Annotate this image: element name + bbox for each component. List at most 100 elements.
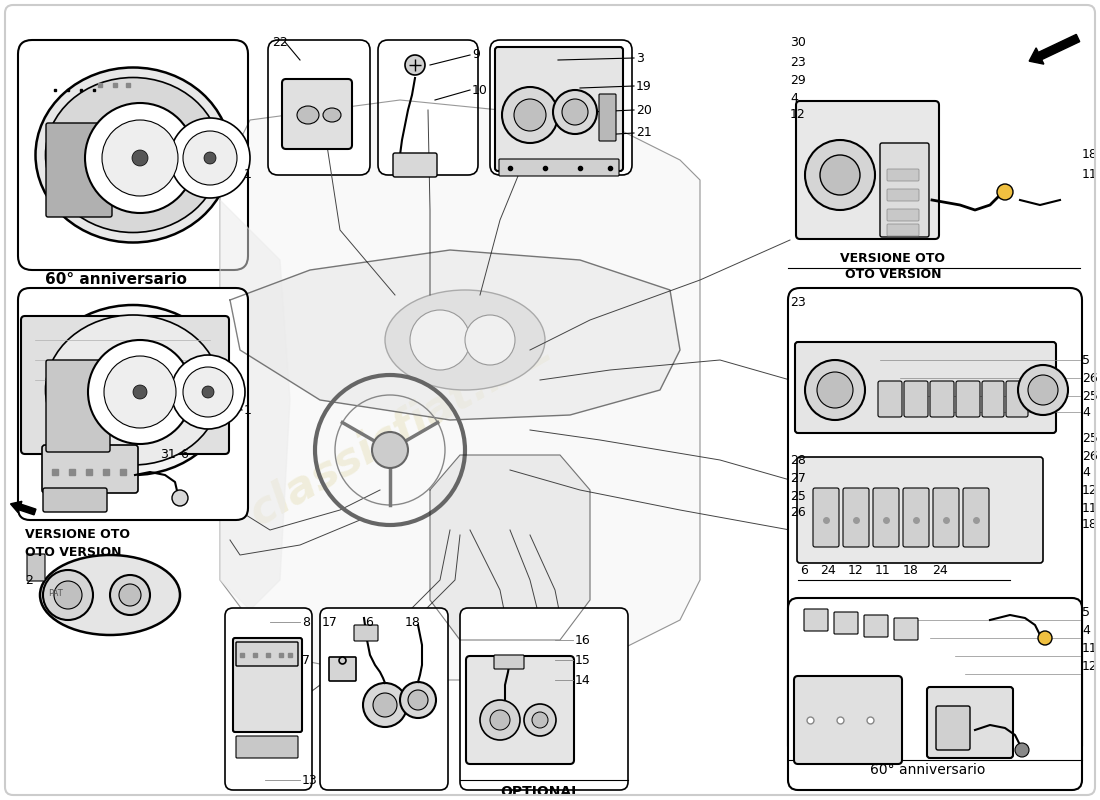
FancyBboxPatch shape [393,153,437,177]
FancyBboxPatch shape [43,488,107,512]
FancyBboxPatch shape [28,554,45,581]
Text: 4: 4 [1082,466,1090,478]
Circle shape [514,99,546,131]
Text: 2: 2 [25,574,33,586]
Circle shape [405,55,425,75]
Text: 25: 25 [790,490,806,502]
Text: 1: 1 [244,403,252,417]
Circle shape [490,710,510,730]
FancyBboxPatch shape [600,94,616,141]
Circle shape [1038,631,1052,645]
Ellipse shape [45,78,220,233]
Text: 18: 18 [1082,149,1098,162]
Text: 18: 18 [1082,518,1098,531]
Circle shape [54,581,82,609]
FancyBboxPatch shape [904,381,928,417]
Text: 28: 28 [790,454,806,466]
Ellipse shape [40,555,180,635]
FancyBboxPatch shape [320,608,448,790]
FancyBboxPatch shape [460,608,628,790]
Circle shape [43,570,94,620]
Text: 1: 1 [244,169,252,182]
FancyBboxPatch shape [788,288,1082,758]
Text: 5: 5 [1082,354,1090,366]
Text: 25: 25 [1082,431,1098,445]
FancyBboxPatch shape [329,657,356,681]
Circle shape [85,103,195,213]
Polygon shape [220,200,290,610]
Circle shape [133,385,147,399]
Text: 26: 26 [790,506,805,518]
Text: 12: 12 [1082,483,1098,497]
Text: 11: 11 [1082,502,1098,514]
Text: 26: 26 [1082,371,1098,385]
FancyBboxPatch shape [282,79,352,149]
Text: OTO VERSION: OTO VERSION [25,546,121,558]
FancyBboxPatch shape [233,638,302,732]
FancyBboxPatch shape [880,143,929,237]
Text: 11: 11 [1082,642,1098,654]
Circle shape [1015,743,1028,757]
FancyBboxPatch shape [236,736,298,758]
Circle shape [363,683,407,727]
Circle shape [532,712,548,728]
Text: 13: 13 [302,774,318,786]
Text: 14: 14 [575,674,591,686]
Text: 8: 8 [302,615,310,629]
FancyBboxPatch shape [354,625,378,641]
FancyBboxPatch shape [813,488,839,547]
Circle shape [172,490,188,506]
Circle shape [1018,365,1068,415]
FancyBboxPatch shape [878,381,902,417]
Circle shape [805,360,865,420]
Circle shape [997,184,1013,200]
Circle shape [553,90,597,134]
Text: VERSIONE OTO: VERSIONE OTO [840,251,945,265]
FancyBboxPatch shape [843,488,869,547]
FancyBboxPatch shape [887,169,918,181]
Text: 24: 24 [932,563,948,577]
Ellipse shape [323,108,341,122]
Circle shape [408,690,428,710]
Text: 10: 10 [472,83,488,97]
FancyBboxPatch shape [794,676,902,764]
Circle shape [502,87,558,143]
FancyBboxPatch shape [936,706,970,750]
Text: 4: 4 [1082,623,1090,637]
Text: OTO VERSION: OTO VERSION [845,269,942,282]
FancyBboxPatch shape [798,457,1043,563]
Text: 9: 9 [472,49,480,62]
Circle shape [110,575,150,615]
Text: 6: 6 [800,563,807,577]
FancyBboxPatch shape [894,618,918,640]
Circle shape [410,310,470,370]
Polygon shape [430,455,590,640]
Circle shape [805,140,874,210]
FancyBboxPatch shape [903,488,929,547]
FancyBboxPatch shape [466,656,574,764]
Ellipse shape [45,315,220,465]
Text: 23: 23 [790,55,805,69]
Circle shape [204,152,216,164]
FancyBboxPatch shape [933,488,959,547]
Text: 31: 31 [160,449,176,462]
Text: 11: 11 [874,563,891,577]
Text: 30: 30 [790,35,806,49]
Text: classicfiat.biz: classicfiat.biz [241,326,559,534]
Text: VERSIONE OTO: VERSIONE OTO [25,529,130,542]
Polygon shape [220,100,700,680]
FancyBboxPatch shape [834,612,858,634]
Text: 22: 22 [272,35,288,49]
Text: 12: 12 [1082,659,1098,673]
FancyBboxPatch shape [494,655,524,669]
Circle shape [170,355,245,429]
FancyBboxPatch shape [226,608,312,790]
Text: 5: 5 [1082,606,1090,618]
Text: 12: 12 [848,563,864,577]
Circle shape [102,120,178,196]
Text: OPTIONAL: OPTIONAL [500,785,580,799]
Ellipse shape [385,290,544,390]
Circle shape [820,155,860,195]
Text: 60° anniversario: 60° anniversario [870,763,986,777]
Text: 4: 4 [1082,406,1090,418]
